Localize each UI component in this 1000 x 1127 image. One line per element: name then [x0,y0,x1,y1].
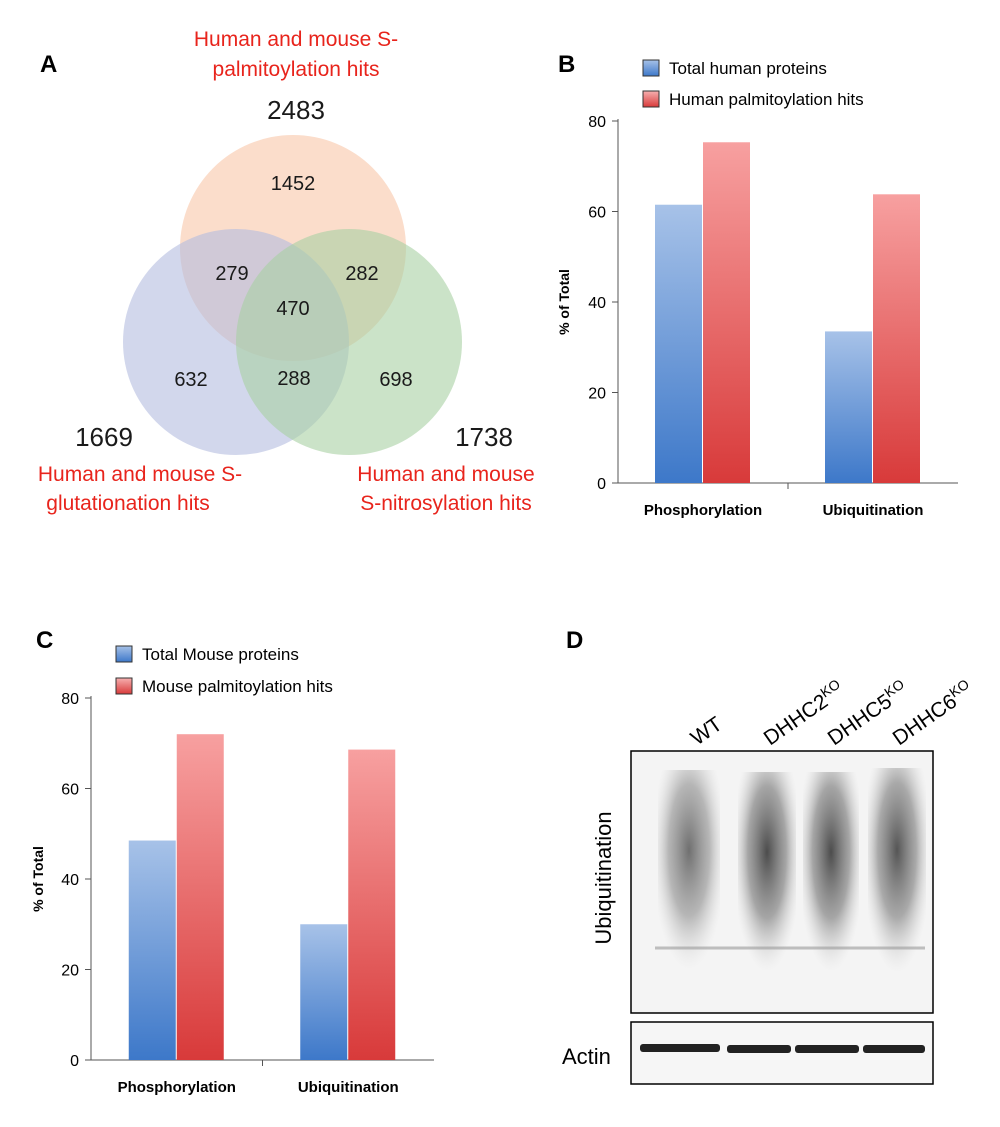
y-tick-label: 60 [61,782,79,799]
venn-region-glut-nitro: 288 [277,368,310,390]
legend-label-0: Total Mouse proteins [142,645,299,664]
blot-smear-wt [658,770,720,970]
y-axis-label: % of Total [556,269,572,335]
panel-d: D WT DHHC2KO DHHC5KO DHHC6KO Ubiquitinat… [562,627,972,1085]
x-category-label: Ubiquitination [298,1079,399,1096]
blot-actin-bands [640,1044,925,1053]
venn-region-glut-only: 632 [174,369,207,391]
blot-smear-dhhc5 [803,772,859,972]
venn-label-nitro-2: S-nitrosylation hits [360,492,532,515]
legend-swatch-1 [115,677,133,695]
y-tick-label: 20 [588,386,606,403]
blot-ubiquitination-lanes [655,768,926,973]
y-tick-label: 0 [70,1053,79,1070]
blot-smear-dhhc2 [738,772,796,972]
panel-b: B Total human proteins Human palmitoylati… [556,51,958,519]
actin-band-dhhc5 [795,1045,859,1053]
bar-total-ubiquitination [825,331,872,483]
y-axis-label: % of Total [30,846,46,912]
legend-label-1: Mouse palmitoylation hits [142,677,333,696]
legend-label-0: Total human proteins [669,59,827,78]
venn-total-palm: 2483 [267,95,325,125]
venn-label-palm-2: palmitoylation hits [213,58,380,81]
venn-label-glut-1: Human and mouse S- [38,463,242,486]
bar-palmitoylation-ubiquitination [348,749,396,1060]
x-category-label: Phosphorylation [118,1079,236,1096]
y-tick-label: 20 [61,963,79,980]
bar-total-phosphorylation [655,204,702,483]
y-tick-label: 80 [61,691,79,708]
y-tick-label: 0 [597,476,606,493]
actin-band-dhhc6 [863,1045,925,1053]
bar-total-phosphorylation [128,840,176,1060]
bar-palmitoylation-phosphorylation [703,142,750,483]
chart-b: Total human proteins Human palmitoylation… [556,59,958,519]
venn-region-palm-nitro: 282 [345,263,378,285]
venn-label-nitro-1: Human and mouse [357,463,534,486]
chart-c: Total Mouse proteins Mouse palmitoylation… [30,645,434,1096]
panel-c: C Total Mouse proteins Mouse palmitoylati… [30,627,434,1096]
venn-circle-nitrosylation [236,229,462,455]
panel-c-letter: C [36,627,53,654]
panel-b-letter: B [558,51,575,78]
panel-a: A Human and mouse S- palmitoylation hits… [38,28,535,515]
y-tick-label: 80 [588,114,606,131]
lane-label-wt: WT [687,712,727,750]
venn-label-glut-2: glutationation hits [46,492,209,515]
bar-palmitoylation-ubiquitination [873,194,920,483]
actin-band-wt [640,1044,720,1052]
legend-label-1: Human palmitoylation hits [669,90,864,109]
legend-swatch-0 [115,645,133,663]
blot-smear-dhhc6 [868,768,926,973]
venn-region-palm-only: 1452 [271,173,316,195]
venn-region-all-three: 470 [276,298,309,320]
venn-total-nitro: 1738 [455,422,513,452]
venn-total-glut: 1669 [75,422,133,452]
bar-total-ubiquitination [300,924,348,1060]
row-label-actin: Actin [562,1044,611,1069]
y-tick-label: 40 [588,295,606,312]
y-tick-label: 40 [61,872,79,889]
venn-label-palm-1: Human and mouse S- [194,28,398,51]
y-tick-label: 60 [588,205,606,222]
venn-region-nitro-only: 698 [379,369,412,391]
panel-a-letter: A [40,51,57,78]
bar-palmitoylation-phosphorylation [176,734,224,1060]
row-label-ubiquitination: Ubiquitination [591,811,616,944]
actin-band-dhhc2 [727,1045,791,1053]
venn-region-palm-glut: 279 [215,263,248,285]
panel-d-letter: D [566,627,583,654]
x-category-label: Ubiquitination [823,502,924,519]
legend-swatch-1 [642,90,660,108]
legend-swatch-0 [642,59,660,77]
x-category-label: Phosphorylation [644,502,762,519]
